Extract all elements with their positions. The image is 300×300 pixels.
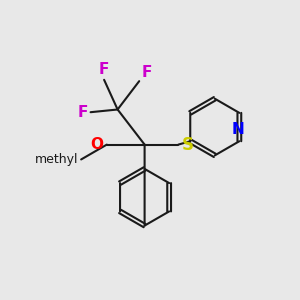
Text: F: F xyxy=(99,62,109,77)
Text: F: F xyxy=(142,65,152,80)
Text: methyl: methyl xyxy=(35,153,79,166)
Text: S: S xyxy=(182,136,194,154)
Text: F: F xyxy=(77,105,88,120)
Text: O: O xyxy=(91,137,103,152)
Text: N: N xyxy=(232,122,244,137)
